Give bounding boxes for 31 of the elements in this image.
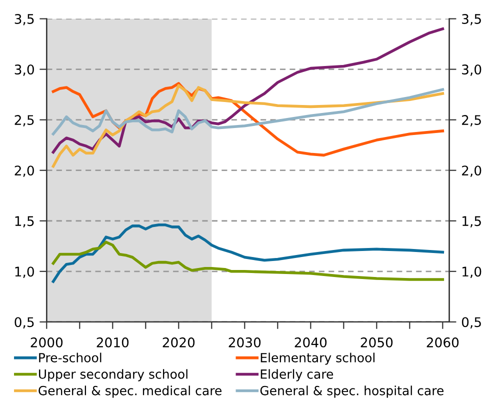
y2-tick-label: 2,5 [462,115,481,126]
x-tick-label: 2030 [228,337,261,348]
y-tick-label: 3,0 [14,64,34,76]
y-tick-label: 1,5 [15,216,34,228]
x-tick-label: 2050 [360,337,393,348]
legend-label: Elementary school [260,352,374,365]
y-tick-label: 1,0 [15,266,34,278]
y-tick-label: 0,5 [14,317,34,328]
y2-tick-label: 1,5 [462,216,481,228]
line-series [52,88,444,136]
line-series [52,224,444,283]
legend-label: Elderly care [260,369,334,382]
x-tick-label: 2020 [162,337,195,348]
y-tick-label: 3,5 [14,14,34,26]
legend-label: General & spec. hospital care [260,386,444,398]
y2-tick-label: 1,0 [462,266,482,278]
y-tick-label: 2,0 [14,166,34,177]
y-tick-label: 2,5 [14,115,34,126]
legend-label: Pre-school [39,352,102,362]
line-series [52,84,444,168]
x-tick-label: 2000 [30,337,63,348]
x-tick-label: 2060 [426,337,459,348]
x-tick-label: 2010 [96,337,129,348]
y2-tick-label: 3,5 [462,14,481,26]
y2-tick-label: 3,0 [462,64,482,76]
line-series [52,240,444,281]
x-tick-label: 2040 [294,337,327,348]
y2-tick-label: 0,5 [462,317,481,328]
legend-label: General & spec. medical care [38,386,222,398]
legend-label: Upper secondary school [38,369,188,382]
y2-tick-label: 2,0 [462,166,482,177]
